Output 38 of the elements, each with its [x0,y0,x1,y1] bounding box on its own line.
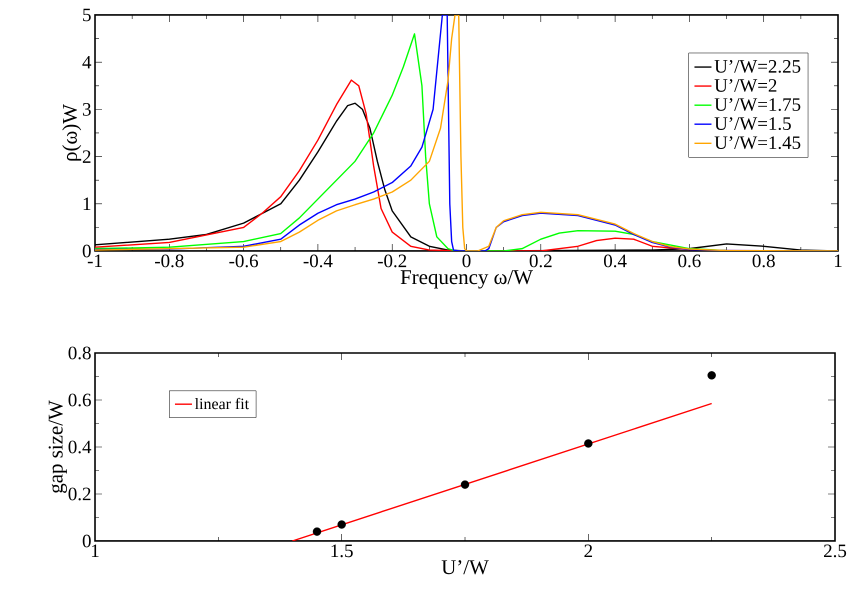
legend-label: linear fit [194,398,250,410]
point [337,520,346,529]
legend-label: U’/W=1.5 [714,117,791,130]
y-tick-label: 0 [82,534,91,548]
x-tick-label: 1 [834,254,842,267]
x-tick-label: -0.6 [229,254,258,268]
x-axis-title: Frequency ω/W [400,270,533,289]
y-tick-label: 0.8 [68,346,91,360]
point [460,480,470,489]
y-tick-label: 0.2 [68,488,90,500]
point [312,527,322,536]
x-tick-label: 1.5 [332,544,353,558]
x-tick-label: 0.6 [678,254,701,268]
x-axis-title: U’/W [442,560,489,574]
x-tick-label: 2 [584,544,592,558]
x-tick-label: 0.2 [530,254,552,268]
y-tick-label: 3 [82,103,91,116]
legend-label: U’/W=2.25 [714,60,800,73]
y-tick-label: 4 [82,56,92,68]
x-tick-label: -0.8 [155,254,184,268]
legend-label: U’/W=2 [714,79,776,92]
y-tick-label: 0.6 [68,394,91,406]
point [707,371,716,380]
y-tick-label: 5 [83,8,91,22]
y-axis-title: gap size/W [48,400,67,493]
x-tick-label: 0.4 [604,254,627,268]
x-tick-label: 0 [462,254,471,268]
y-axis-title: ρ(ω)W [62,104,82,161]
x-tick-label: -0.4 [304,254,333,268]
x-tick-label: -0.2 [378,254,406,268]
y-tick-label: 0.4 [68,440,92,454]
y-tick-label: 1 [84,198,90,210]
legend-label: U’/W=1.45 [714,136,800,150]
point [584,439,593,448]
x-tick-label: 0.8 [752,254,775,268]
legend-label: U’/W=1.75 [714,98,800,111]
x-tick-label: 2.5 [824,544,846,558]
y-tick-label: 2 [82,150,90,163]
